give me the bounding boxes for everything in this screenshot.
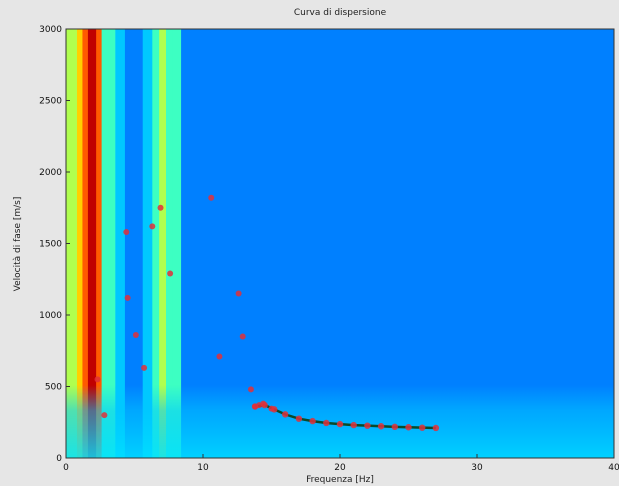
heatmap-column: [87, 29, 97, 458]
dispersion-curve-point: [295, 415, 303, 422]
heatmap-column: [271, 29, 286, 458]
dispersion-curve-point: [364, 422, 371, 429]
picked-point: [132, 332, 139, 339]
heatmap-column: [172, 29, 182, 458]
y-tick-label: 2000: [39, 168, 62, 178]
picked-point: [149, 223, 156, 230]
dispersion-curve-point: [282, 411, 289, 418]
heatmap-column: [124, 29, 136, 458]
heatmap-column: [166, 29, 174, 458]
picked-point: [260, 400, 267, 407]
heatmap-column: [600, 29, 614, 458]
heatmap-column: [257, 29, 273, 458]
x-tick-label: 10: [197, 463, 209, 473]
heatmap-column: [96, 29, 103, 458]
picked-points-layer: [94, 194, 275, 419]
x-tick-label: 30: [471, 463, 483, 473]
picked-point: [268, 405, 275, 412]
heatmap-column: [572, 29, 588, 458]
y-tick-label: 0: [56, 454, 62, 464]
picked-point: [124, 294, 131, 301]
heatmap-column: [192, 29, 204, 458]
picked-point: [216, 353, 223, 360]
heatmap-column: [422, 29, 437, 458]
dispersion-curve-point: [336, 420, 344, 428]
dispersion-curve-point: [391, 423, 398, 431]
heatmap-column: [504, 29, 519, 458]
heatmap-column: [181, 29, 193, 458]
heatmap-column: [477, 29, 492, 458]
heatmap-column: [367, 29, 382, 458]
x-tick-label: 20: [334, 463, 346, 473]
heatmap-column: [107, 29, 116, 458]
heatmap-column: [101, 29, 108, 458]
heatmap-column: [152, 29, 160, 458]
heatmap-column: [545, 29, 560, 458]
heatmap-column: [353, 29, 368, 458]
picked-point: [157, 204, 164, 211]
dispersion-curve-point: [350, 421, 357, 429]
heatmap-columns: [66, 29, 614, 458]
heatmap-column: [66, 29, 78, 458]
dispersion-curve-point: [309, 417, 316, 425]
heatmap-column: [298, 29, 314, 458]
picked-point: [141, 364, 148, 371]
picked-point: [235, 290, 242, 297]
picked-point: [101, 412, 108, 419]
heatmap-column: [203, 29, 218, 458]
heatmap-column: [381, 29, 396, 458]
heatmap-column: [115, 29, 126, 458]
heatmap-column: [76, 29, 84, 458]
dispersion-curve-point: [432, 424, 440, 432]
y-tick-label: 3000: [39, 25, 62, 35]
dispersion-curve-point: [405, 424, 412, 431]
heatmap-column: [340, 29, 355, 458]
heatmap-column: [531, 29, 547, 458]
heatmap-column: [463, 29, 478, 458]
x-tick-label: 40: [608, 463, 619, 473]
heatmap-column: [230, 29, 245, 458]
x-tick-label: 0: [63, 463, 69, 473]
heatmap-column: [518, 29, 533, 458]
dispersion-curve-point: [323, 419, 330, 427]
heatmap-column: [435, 29, 451, 458]
chart-title: Curva di dispersione: [294, 8, 387, 18]
picked-point: [94, 376, 101, 383]
y-axis-label: Velocità di fase [m/s]: [13, 197, 23, 292]
heatmap-column: [449, 29, 464, 458]
heatmap-column: [559, 29, 574, 458]
heatmap-column: [490, 29, 505, 458]
picked-point: [167, 270, 174, 277]
dispersion-curve-point: [419, 424, 426, 431]
heatmap-column: [134, 29, 144, 458]
heatmap-column: [326, 29, 341, 458]
picked-point: [247, 386, 254, 393]
heatmap-column: [159, 29, 167, 458]
heatmap-column: [586, 29, 601, 458]
y-tick-label: 2500: [39, 97, 62, 107]
y-tick-label: 1000: [39, 311, 62, 321]
x-axis: 0 10 20 30 40: [63, 454, 619, 473]
heatmap-column: [408, 29, 423, 458]
x-axis-label: Frequenza [Hz]: [306, 475, 374, 485]
picked-point: [239, 333, 246, 340]
heatmap-column: [244, 29, 259, 458]
dispersion-curve-point: [377, 423, 385, 430]
picked-point: [123, 229, 130, 236]
heatmap-column: [312, 29, 327, 458]
picked-point: [208, 194, 215, 201]
y-tick-label: 500: [45, 383, 62, 393]
heatmap-column: [216, 29, 231, 458]
heatmap-column: [285, 29, 300, 458]
y-tick-label: 1500: [39, 240, 62, 250]
heatmap-column: [142, 29, 153, 458]
heatmap-column: [394, 29, 410, 458]
y-axis: 0 500 1000 1500 2000 2500 3000: [39, 25, 70, 464]
plot-area: [66, 29, 614, 458]
heatmap-column: [82, 29, 89, 458]
